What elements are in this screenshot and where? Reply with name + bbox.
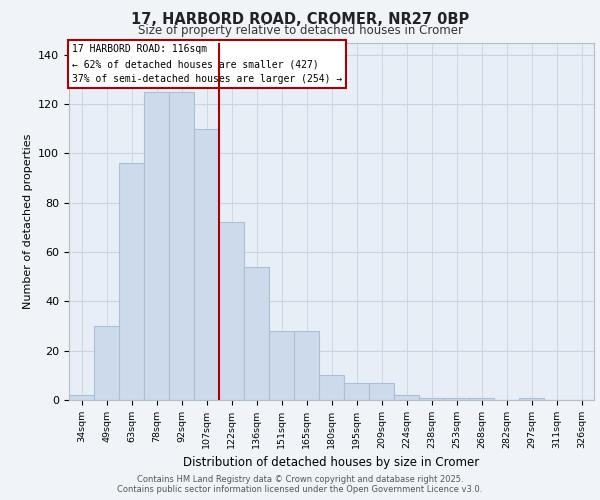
- Y-axis label: Number of detached properties: Number of detached properties: [23, 134, 32, 309]
- Bar: [219, 222, 244, 400]
- Bar: [194, 129, 219, 400]
- Bar: [419, 398, 444, 400]
- Bar: [94, 326, 119, 400]
- Bar: [269, 331, 294, 400]
- Text: 17 HARBORD ROAD: 116sqm
← 62% of detached houses are smaller (427)
37% of semi-d: 17 HARBORD ROAD: 116sqm ← 62% of detache…: [71, 44, 342, 84]
- Bar: [519, 398, 544, 400]
- Bar: [119, 164, 144, 400]
- Bar: [294, 331, 319, 400]
- Bar: [469, 398, 494, 400]
- Bar: [169, 92, 194, 400]
- Text: Contains HM Land Registry data © Crown copyright and database right 2025.
Contai: Contains HM Land Registry data © Crown c…: [118, 474, 482, 494]
- Bar: [369, 382, 394, 400]
- Bar: [444, 398, 469, 400]
- Bar: [344, 382, 369, 400]
- Bar: [69, 395, 94, 400]
- Bar: [244, 267, 269, 400]
- Text: Size of property relative to detached houses in Cromer: Size of property relative to detached ho…: [137, 24, 463, 37]
- Bar: [394, 395, 419, 400]
- Bar: [319, 376, 344, 400]
- Bar: [144, 92, 169, 400]
- Text: 17, HARBORD ROAD, CROMER, NR27 0BP: 17, HARBORD ROAD, CROMER, NR27 0BP: [131, 12, 469, 28]
- X-axis label: Distribution of detached houses by size in Cromer: Distribution of detached houses by size …: [184, 456, 479, 469]
